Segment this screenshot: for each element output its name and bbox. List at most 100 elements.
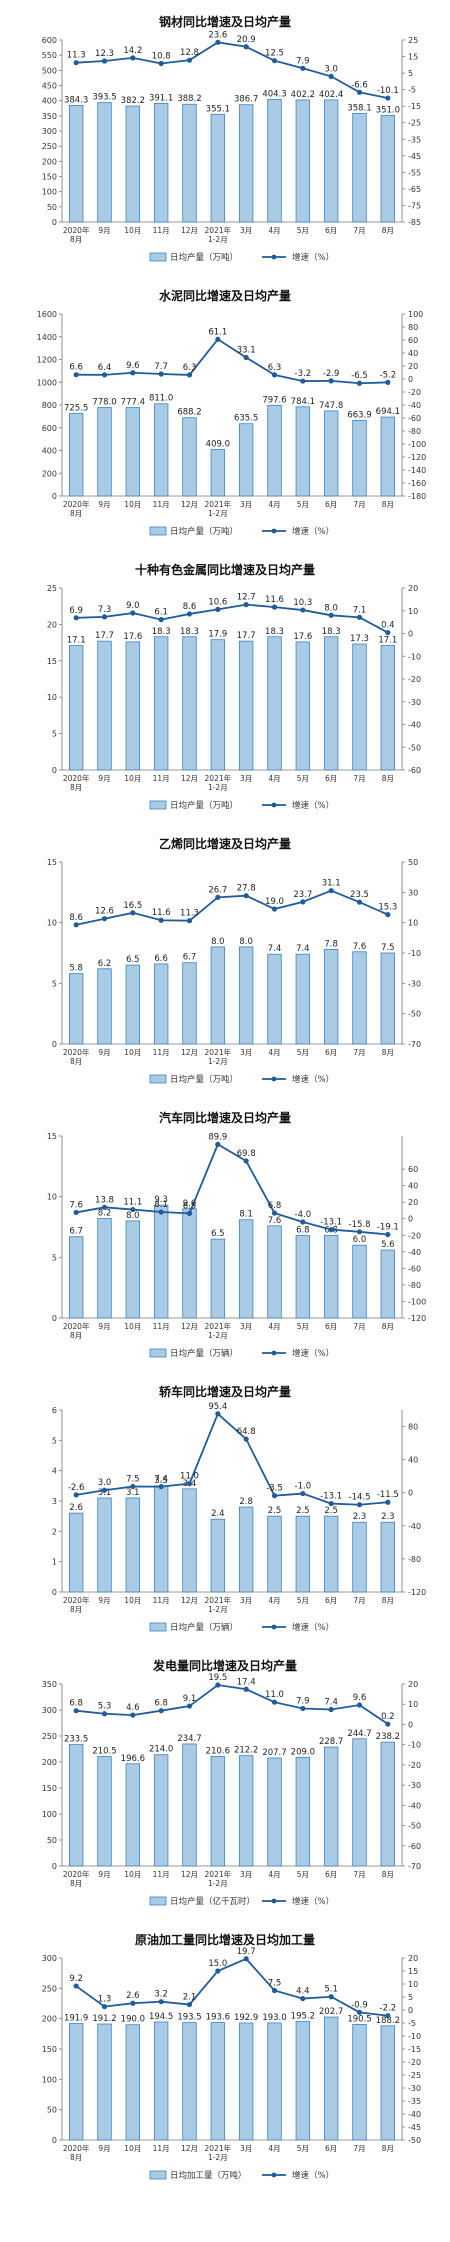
right-tick-label: 0 <box>408 2006 413 2015</box>
x-tick-label-line: 12月 <box>181 2144 198 2153</box>
bar <box>68 2023 84 2141</box>
growth-value-label: 4.4 <box>296 1987 310 1997</box>
growth-point <box>73 922 79 928</box>
bar <box>97 1218 112 1319</box>
legend-line-marker <box>271 2172 277 2178</box>
bar <box>238 1755 254 1867</box>
bar-value-label: 7.4 <box>268 944 282 954</box>
left-tick-label: 500 <box>42 66 57 75</box>
x-tick-label: 2021年 1-2月 <box>205 1047 232 1066</box>
left-tick-label: 0 <box>52 1862 57 1871</box>
x-tick-label: 3月 <box>240 1048 252 1057</box>
growth-value-label: 20.9 <box>237 35 256 45</box>
growth-point <box>158 917 164 923</box>
x-tick-label-line: 8月 <box>70 235 82 244</box>
bar <box>182 1208 197 1319</box>
legend-line-label: 增速（%） <box>292 526 334 537</box>
right-tick-label: 0 <box>408 1720 413 1729</box>
growth-line <box>76 41 389 99</box>
x-tick-label-line: 11月 <box>153 1322 170 1331</box>
growth-value-label: 9.2 <box>69 1974 83 1984</box>
bar-value-label: 210.6 <box>206 1746 230 1756</box>
right-tick-label: -180 <box>408 492 426 501</box>
bar-value-label: 6.5 <box>126 955 140 965</box>
right-tick-label: -45 <box>408 152 421 161</box>
x-tick-label-line: 12月 <box>181 500 198 509</box>
x-tick-label-line: 7月 <box>353 774 365 783</box>
x-tick-label: 2021年 1-2月 <box>205 499 232 518</box>
x-tick-label: 7月 <box>353 1322 365 1331</box>
left-tick-label: 0 <box>52 492 57 501</box>
chart-title: 发电量同比增速及日均产量 <box>152 1658 297 1673</box>
bar-value-label: 18.3 <box>322 627 341 637</box>
bar-value-label: 17.6 <box>293 632 312 642</box>
growth-value-label: 11.1 <box>123 1198 142 1208</box>
x-tick-label-line: 2020年 <box>63 225 90 235</box>
bar-value-label: 747.8 <box>319 401 343 411</box>
bar-value-label: 238.2 <box>376 1732 400 1742</box>
bar <box>323 1746 339 1867</box>
bar <box>295 2021 311 2141</box>
growth-point <box>186 1210 193 1216</box>
x-tick-label-line: 1-2月 <box>208 783 228 792</box>
bar-value-label: 193.6 <box>206 2013 230 2023</box>
x-tick-label: 11月 <box>153 226 170 235</box>
bar-value-label: 784.1 <box>291 397 315 407</box>
bar-value-label: 388.2 <box>177 94 201 104</box>
right-tick-label: 20 <box>408 584 418 593</box>
right-tick-label: 40 <box>408 1182 418 1191</box>
bar-value-label: 5.6 <box>381 1240 395 1250</box>
x-tick-label-line: 11月 <box>153 2144 170 2153</box>
bar <box>323 2016 339 2141</box>
left-tick-label: 800 <box>42 401 57 410</box>
left-tick-label: 350 <box>42 112 57 121</box>
x-tick-label-line: 11月 <box>153 1596 170 1605</box>
legend-line-marker <box>271 254 277 260</box>
growth-value-label: 7.4 <box>154 1475 168 1485</box>
growth-value-label: -4.0 <box>295 1210 312 1220</box>
x-tick-label-line: 8月 <box>70 1879 82 1888</box>
bar <box>68 1744 84 1867</box>
x-tick-label: 11月 <box>153 1048 170 1057</box>
x-tick-label: 10月 <box>124 226 141 235</box>
left-tick-label: 1 <box>52 1558 57 1567</box>
x-tick-label: 11月 <box>153 2144 170 2153</box>
growth-line <box>76 1684 389 1725</box>
growth-value-label: 33.1 <box>237 345 256 355</box>
left-tick-label: 0 <box>52 218 57 227</box>
x-tick-label-line: 3月 <box>240 226 252 235</box>
x-tick-label: 4月 <box>268 2144 280 2153</box>
growth-value-label: -19.1 <box>377 1223 399 1233</box>
x-tick-label-line: 9月 <box>98 2144 110 2153</box>
right-tick-label: 25 <box>408 36 418 45</box>
growth-value-label: 9.6 <box>353 1693 367 1703</box>
x-tick-label-line: 4月 <box>268 1048 280 1057</box>
growth-point <box>385 629 391 636</box>
x-tick-label: 12月 <box>181 226 198 235</box>
x-tick-label-line: 10月 <box>124 1048 141 1057</box>
bar <box>125 2024 141 2141</box>
x-tick-label-line: 6月 <box>325 500 337 509</box>
bar <box>68 645 84 771</box>
chart-svg: 乙烯同比增速及日均产量 0 5 10 15 50 30 10 -10 -30 -50 -70 5.8 6.… <box>47 836 421 1085</box>
right-tick-label: -25 <box>408 119 421 128</box>
bar-value-label: 663.9 <box>347 410 371 420</box>
left-tick-label: 1000 <box>37 378 57 387</box>
x-tick-label-line: 3月 <box>240 500 252 509</box>
x-tick-label: 5月 <box>297 226 309 235</box>
right-tick-label: -120 <box>408 1314 426 1323</box>
x-tick-label-line: 8月 <box>382 1048 394 1057</box>
x-tick-label-line: 5月 <box>297 1596 309 1605</box>
right-tick-label: -40 <box>408 1801 421 1810</box>
legend-line-label: 增速（%） <box>292 1074 334 1085</box>
growth-point <box>130 370 136 376</box>
x-tick-label: 7月 <box>353 774 365 783</box>
x-tick-label: 2021年 1-2月 <box>205 225 232 244</box>
x-tick-label-line: 12月 <box>181 226 198 235</box>
x-tick-label: 12月 <box>181 1048 198 1057</box>
right-tick-label: -60 <box>408 1842 421 1851</box>
growth-value-label: 8.6 <box>69 913 83 923</box>
x-tick-label-line: 6月 <box>325 2144 337 2153</box>
growth-value-label: 19.5 <box>208 1673 227 1683</box>
